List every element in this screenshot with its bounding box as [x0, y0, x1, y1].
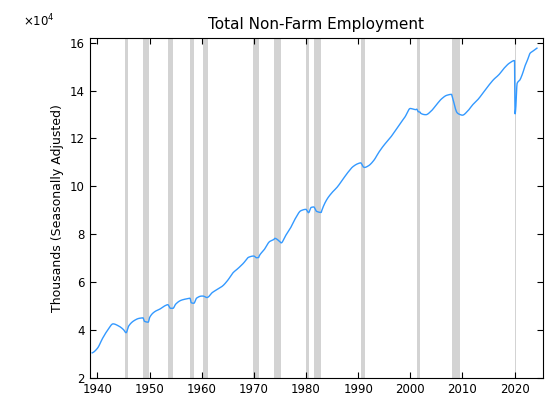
Bar [417, 38, 420, 378]
Bar [314, 38, 321, 378]
Y-axis label: Thousands (Seasonally Adjusted): Thousands (Seasonally Adjusted) [51, 104, 64, 312]
Title: Total Non-Farm Employment: Total Non-Farm Employment [208, 18, 424, 32]
Bar [168, 38, 173, 378]
Bar [274, 38, 281, 378]
Bar [125, 38, 128, 378]
Bar [254, 38, 259, 378]
Bar [143, 38, 149, 378]
Bar [451, 38, 460, 378]
Bar [190, 38, 194, 378]
Bar [361, 38, 365, 378]
Bar [203, 38, 208, 378]
Bar [306, 38, 309, 378]
Text: $\times10^4$: $\times10^4$ [23, 13, 55, 29]
Bar [515, 38, 516, 378]
